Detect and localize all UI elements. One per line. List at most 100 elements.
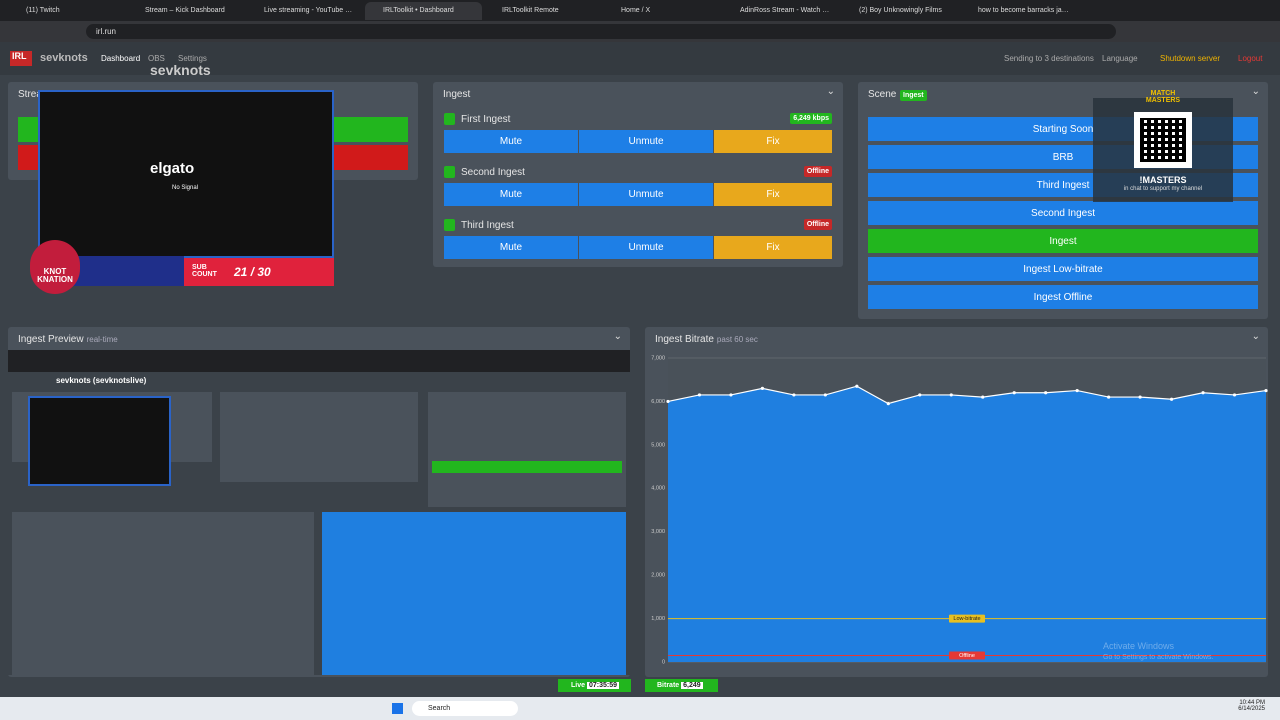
start-button[interactable] [392, 703, 403, 714]
ingest-name: First Ingest [461, 114, 511, 125]
panel-title: Stream [18, 89, 51, 100]
preview-panel: Ingest Preview real-time ⌄ sevknots (sevk… [8, 327, 630, 677]
bitrate-point [1107, 395, 1111, 399]
bitrate-point [918, 393, 922, 397]
ingest-button[interactable]: Fix [714, 236, 832, 259]
collapse[interactable]: ⌄ [826, 86, 835, 97]
browser-tab[interactable]: (11) Twitch [26, 7, 60, 14]
browser-tab[interactable]: Live streaming - YouTube Studi [264, 7, 362, 14]
team-logo: KNOT KNATION [30, 240, 80, 294]
promo-overlay: MATCH MASTERS !MASTERS in chat to suppor… [1093, 90, 1233, 202]
scene-button[interactable]: Ingest [868, 229, 1258, 253]
bitrate-area [668, 386, 1266, 662]
title-text: Ingest Bitrate [655, 334, 714, 345]
y-tick-label: 7,000 [651, 355, 665, 361]
promo-command: !MASTERS [1139, 175, 1187, 185]
nav-link[interactable]: Dashboard [101, 54, 141, 63]
ingest-icon [444, 166, 455, 178]
address-bar[interactable]: irl.run [86, 24, 1116, 39]
bitrate-point [886, 402, 890, 406]
ingest-button[interactable]: Mute [444, 130, 578, 153]
ingest-button[interactable]: Mute [444, 183, 578, 206]
title-text: Ingest Preview [18, 334, 84, 345]
scene-button[interactable]: Ingest Low-bitrate [868, 257, 1258, 281]
language[interactable]: Language [1102, 54, 1138, 63]
preview-box [322, 512, 626, 675]
live-badge: Live 07:35:59 [558, 679, 631, 692]
bitrate-point [1012, 391, 1016, 395]
status: Sending to 3 destinations [1004, 54, 1094, 63]
logout[interactable]: Logout [1238, 54, 1263, 63]
bitrate-point [1169, 397, 1174, 401]
promo-brand: MATCH MASTERS [1145, 90, 1181, 104]
bitrate-point [1138, 395, 1142, 399]
ingest-icon [444, 113, 455, 125]
threshold-badge [949, 651, 985, 660]
ingest-status: Offline [803, 219, 832, 230]
preview-image: sevknots (sevknotslive) [8, 350, 630, 675]
bitrate-label: Bitrate [657, 682, 680, 689]
brand[interactable]: sevknots [40, 52, 88, 64]
browser-tab[interactable]: IRLToolkit • Dashboard [365, 2, 482, 20]
active-badge: Ingest [900, 90, 927, 101]
ingest-icon [444, 219, 455, 231]
preview-box [12, 512, 314, 675]
threshold-label: Low-bitrate [953, 616, 980, 622]
browser-tab[interactable]: AdinRoss Stream - Watch Live o [740, 7, 839, 14]
threshold-label: Offline [959, 653, 975, 659]
sub-bar: SUB COUNT 21 / 30 [184, 258, 334, 286]
taskbar: Search 10:44 PM 6/14/2025 [0, 697, 1280, 720]
browser-tab[interactable]: (2) Boy Unknowingly Films [859, 7, 942, 14]
subtitle: past 60 sec [716, 335, 758, 344]
bitrate-point [1075, 388, 1079, 393]
search-box[interactable]: Search [412, 701, 518, 716]
nav-link[interactable]: Settings [178, 54, 207, 63]
time: 10:44 PM [1239, 700, 1265, 706]
bitrate-line [667, 385, 1267, 405]
watermark-text: Go to Settings to activate Windows. [1103, 654, 1214, 661]
preview-box [220, 392, 418, 482]
bitrate-point [729, 393, 733, 397]
y-tick-label: 2,000 [651, 573, 665, 579]
logo: IRL [10, 51, 32, 66]
bitrate-point [949, 393, 953, 397]
ingest-button[interactable]: Mute [444, 236, 578, 259]
panel-title: Ingest [443, 89, 471, 100]
y-tick-label: 1,000 [651, 616, 665, 622]
collapse[interactable]: ⌄ [1251, 331, 1260, 342]
bitrate-point [1232, 393, 1237, 397]
shutdown[interactable]: Shutdown server [1160, 54, 1221, 63]
y-tick-label: 4,000 [651, 486, 665, 492]
sub-label: SUB COUNT [192, 264, 217, 278]
promo-text: in chat to support my channel [1123, 186, 1203, 192]
bitrate-chart: 0 1,000 2,000 3,000 4,000 5,000 6,000 7,000 Low-… [651, 355, 1268, 665]
watermark-title: Activate Windows [1103, 641, 1175, 651]
ingest-panel: Ingest ⌄ First Ingest 6,249 kbps Mute Unmut… [433, 82, 843, 267]
ingest-button[interactable]: Fix [714, 130, 832, 153]
ingest-button[interactable]: Unmute [579, 236, 713, 259]
ingest-button[interactable]: Unmute [579, 130, 713, 153]
collapse[interactable]: ⌄ [1251, 86, 1260, 97]
panel-title: Ingest Bitrate past 60 sec [655, 334, 758, 345]
ingest-button[interactable]: Unmute [579, 183, 713, 206]
ingest-name: Second Ingest [461, 167, 525, 178]
camera-overlay: elgato No Signal [38, 90, 334, 258]
browser-tab[interactable]: Home / X [621, 7, 651, 14]
preview-box [428, 392, 626, 507]
ingest-status: Offline [803, 166, 832, 177]
toolbar: irl.run [0, 21, 1280, 42]
nav-link[interactable]: OBS [148, 54, 165, 63]
ingest-name: Third Ingest [461, 220, 514, 231]
collapse[interactable]: ⌄ [613, 331, 622, 342]
panel-title: Ingest Preview real-time [18, 334, 118, 345]
bitrate-point [697, 393, 702, 397]
browser-tab[interactable]: how to become barracks janito [978, 7, 1073, 14]
bitrate-point [760, 386, 765, 390]
browser-tab[interactable]: IRLToolkit Remote [502, 7, 559, 14]
ingest-button[interactable]: Fix [714, 183, 832, 206]
scene-button[interactable]: Second Ingest [868, 201, 1258, 225]
scene-button[interactable]: Ingest Offline [868, 285, 1258, 309]
browser-tab[interactable]: Stream – Kick Dashboard [145, 7, 225, 14]
y-tick-label: 6,000 [651, 399, 665, 405]
